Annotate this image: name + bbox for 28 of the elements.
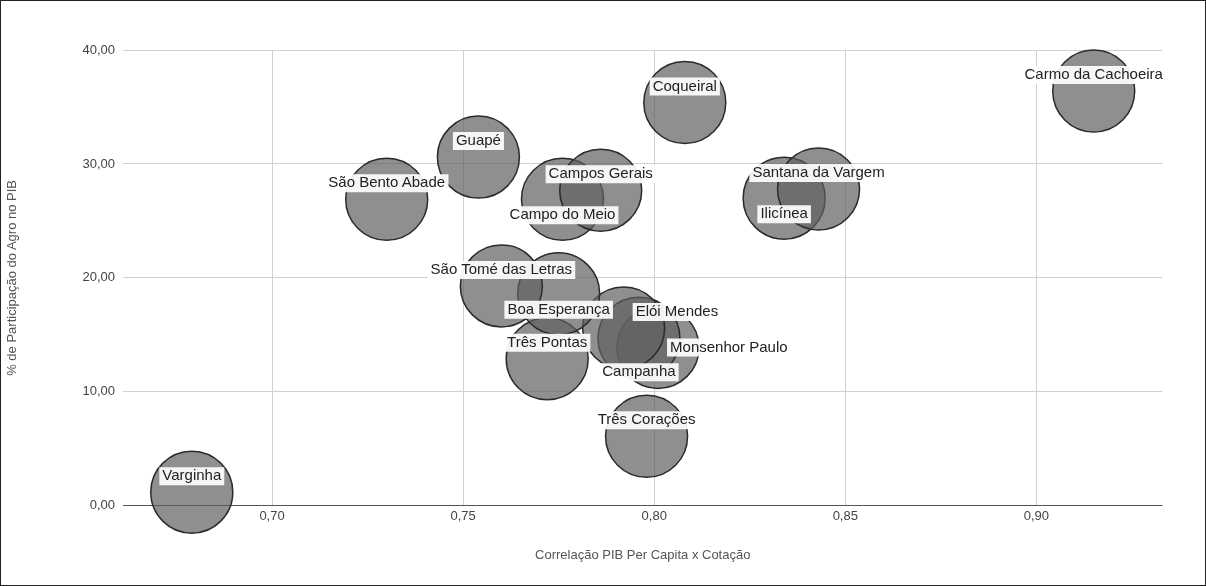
y-tick-label: 0,00: [89, 497, 115, 513]
series-label: Campos Gerais: [548, 164, 653, 182]
x-axis-title: Correlação PIB Per Capita x Cotação: [535, 546, 751, 562]
series-label: Varginha: [162, 466, 222, 484]
series-label: Elói Mendes: [635, 302, 719, 320]
x-tick-label: 0,85: [832, 508, 858, 524]
series-label: Três Corações: [597, 410, 696, 428]
y-axis-title: % de Participação do Agro no PIB: [4, 179, 20, 376]
series-label: Boa Esperança: [507, 299, 611, 317]
series-label: Guapé: [455, 131, 501, 149]
series-label: Ilicínea: [760, 204, 809, 222]
series-label: Santana da Vargem: [752, 163, 885, 181]
series-label: Campo do Meio: [509, 205, 616, 223]
series-label: Carmo da Cachoeira: [1024, 65, 1164, 83]
series-label: Três Pontas: [507, 332, 588, 350]
x-tick-label: 0,70: [259, 508, 285, 524]
y-tick-label: 30,00: [82, 155, 115, 171]
y-tick-label: 20,00: [82, 269, 115, 285]
series-label: Monsenhor Paulo: [670, 337, 788, 355]
x-tick-label: 0,80: [641, 508, 667, 524]
y-tick-label: 10,00: [82, 383, 115, 399]
x-tick-label: 0,90: [1023, 508, 1050, 524]
series-label: São Bento Abade: [328, 173, 446, 191]
y-tick-label: 40,00: [82, 41, 115, 57]
series-label: Campanha: [602, 362, 677, 380]
series-label: São Tomé das Letras: [430, 260, 573, 278]
series-label: Coqueiral: [652, 76, 717, 94]
x-tick-label: 0,75: [450, 508, 476, 524]
